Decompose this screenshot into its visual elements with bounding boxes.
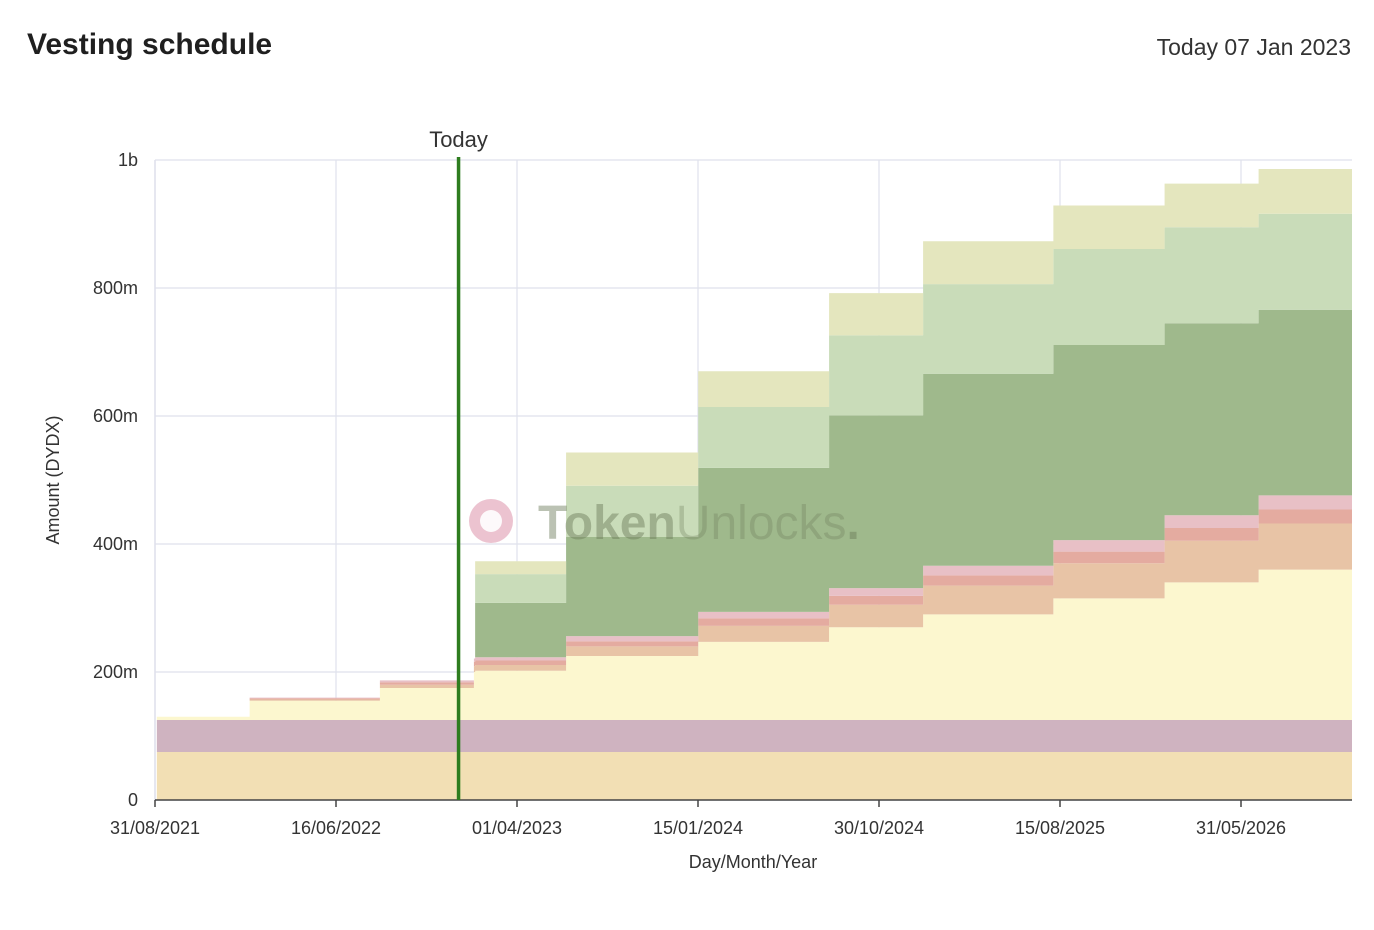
series-area-1 [155,752,1352,800]
x-tick-label: 01/04/2023 [472,818,562,838]
svg-text:TokenUnlocks.: TokenUnlocks. [538,497,860,550]
y-axis-title: Amount (DYDX) [43,415,63,544]
x-tick-label: 15/08/2025 [1015,818,1105,838]
x-tick-label: 30/10/2024 [834,818,924,838]
watermark-token: Token [538,497,676,550]
axis-layer: 0 200m 400m 600m 800m 1b 31/08/2021 16/06/2022 0… [93,150,1352,838]
today-marker: Today [429,127,488,800]
x-tick-label: 31/08/2021 [110,818,200,838]
x-tick-label: 15/01/2024 [653,818,743,838]
page-title: Vesting schedule [27,28,273,61]
x-axis-title: Day/Month/Year [689,852,817,872]
series-area-9 [155,160,1352,800]
y-tick-label: 400m [93,534,138,554]
y-tick-label: 1b [118,150,138,170]
y-tick-label: 600m [93,406,138,426]
y-tick-label: 0 [128,790,138,810]
watermark-unlocks: Unlocks [676,497,847,550]
area-layer [155,160,1352,801]
today-line-label: Today [429,127,488,152]
x-tick-label: 31/05/2026 [1196,818,1286,838]
series-area-7 [155,300,1352,800]
tokenunlocks-watermark: TokenUnlocks. [469,497,860,550]
y-tick-label: 800m [93,278,138,298]
y-tick-label: 200m [93,662,138,682]
series-area-2 [155,720,1352,800]
series-area-3 [155,560,1352,800]
watermark-dot: . [847,497,860,550]
series-area-8 [155,204,1352,801]
today-date-label: Today 07 Jan 2023 [1156,34,1351,60]
x-tick-label: 16/06/2022 [291,818,381,838]
